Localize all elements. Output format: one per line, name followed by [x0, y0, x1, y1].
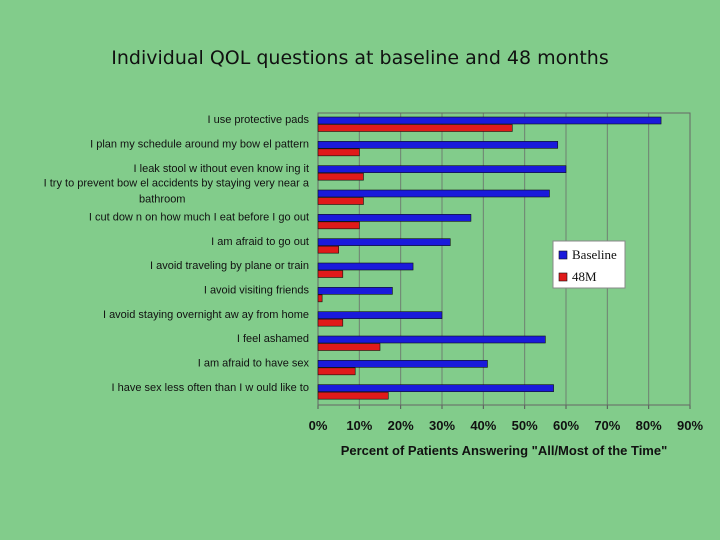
bar-48m-10: [317, 343, 381, 351]
category-label: I am afraid to have sex: [198, 358, 310, 370]
category-label: I avoid visiting friends: [204, 285, 310, 297]
bar-baseline-5: [317, 214, 472, 222]
x-tick-label: 50%: [512, 418, 538, 433]
category-label: I am afraid to go out: [211, 236, 309, 248]
bar-baseline-1: [317, 116, 662, 125]
bar-48m-1: [317, 124, 513, 132]
bar-48m-11: [317, 367, 356, 376]
x-tick-label: 60%: [553, 418, 579, 433]
x-tick-label: 40%: [470, 418, 496, 433]
x-axis-label: Percent of Patients Answering "All/Most …: [341, 443, 668, 458]
x-tick-label: 20%: [388, 418, 414, 433]
bar-baseline-2: [317, 141, 559, 149]
legend-swatch-48m: [558, 272, 568, 282]
x-tick-labels: 0% 10% 20% 30% 40% 50% 60% 70% 80% 90%: [309, 418, 704, 433]
x-tick-label: 80%: [636, 418, 662, 433]
x-tick-label: 70%: [594, 418, 620, 433]
x-tick-label: 30%: [429, 418, 455, 433]
bar-baseline-10: [317, 335, 546, 344]
category-label: I have sex less often than I w ould like…: [111, 382, 309, 394]
x-tick-label: 90%: [677, 418, 703, 433]
plot-area: [317, 112, 691, 406]
category-label: I leak stool w ithout even know ing it: [134, 163, 309, 175]
category-labels: I use protective pads I plan my schedule …: [44, 114, 310, 394]
bar-48m-6: [317, 245, 339, 254]
bar-48m-12: [317, 391, 389, 400]
category-label: I avoid traveling by plane or train: [150, 260, 309, 272]
category-label: I try to prevent bow el accidents by sta…: [44, 178, 310, 190]
bar-48m-8: [317, 294, 323, 303]
bar-48m-9: [317, 318, 344, 327]
category-label: I avoid staying overnight aw ay from hom…: [103, 309, 309, 321]
plot-background: [318, 113, 690, 405]
bar-baseline-12: [317, 384, 554, 392]
slide-title: Individual QOL questions at baseline and…: [111, 47, 609, 69]
category-label: I feel ashamed: [237, 333, 309, 345]
gridlines: [317, 113, 691, 409]
x-tick-label: 0%: [309, 418, 328, 433]
bar-baseline-11: [317, 360, 488, 368]
bar-baseline-4: [317, 189, 550, 198]
bar-48m-5: [317, 221, 360, 230]
bar-48m-7: [317, 270, 344, 278]
bar-baseline-3: [317, 165, 567, 173]
bars: [317, 116, 662, 400]
category-label: bathroom: [139, 194, 185, 206]
bar-baseline-9: [317, 311, 443, 319]
bar-48m-4: [317, 197, 364, 205]
bar-baseline-7: [317, 262, 414, 271]
legend-label-baseline: Baseline: [572, 247, 617, 262]
bar-baseline-6: [317, 238, 451, 246]
category-label: I plan my schedule around my bow el patt…: [90, 139, 309, 151]
legend: Baseline 48M: [552, 240, 626, 289]
bar-48m-3: [317, 172, 364, 181]
bar-48m-2: [317, 148, 360, 157]
bar-baseline-8: [317, 287, 393, 295]
category-label: I cut dow n on how much I eat before I g…: [89, 212, 309, 224]
x-tick-label: 10%: [346, 418, 372, 433]
legend-label-48m: 48M: [572, 269, 597, 284]
legend-swatch-baseline: [558, 250, 568, 260]
category-label: I use protective pads: [207, 114, 309, 126]
